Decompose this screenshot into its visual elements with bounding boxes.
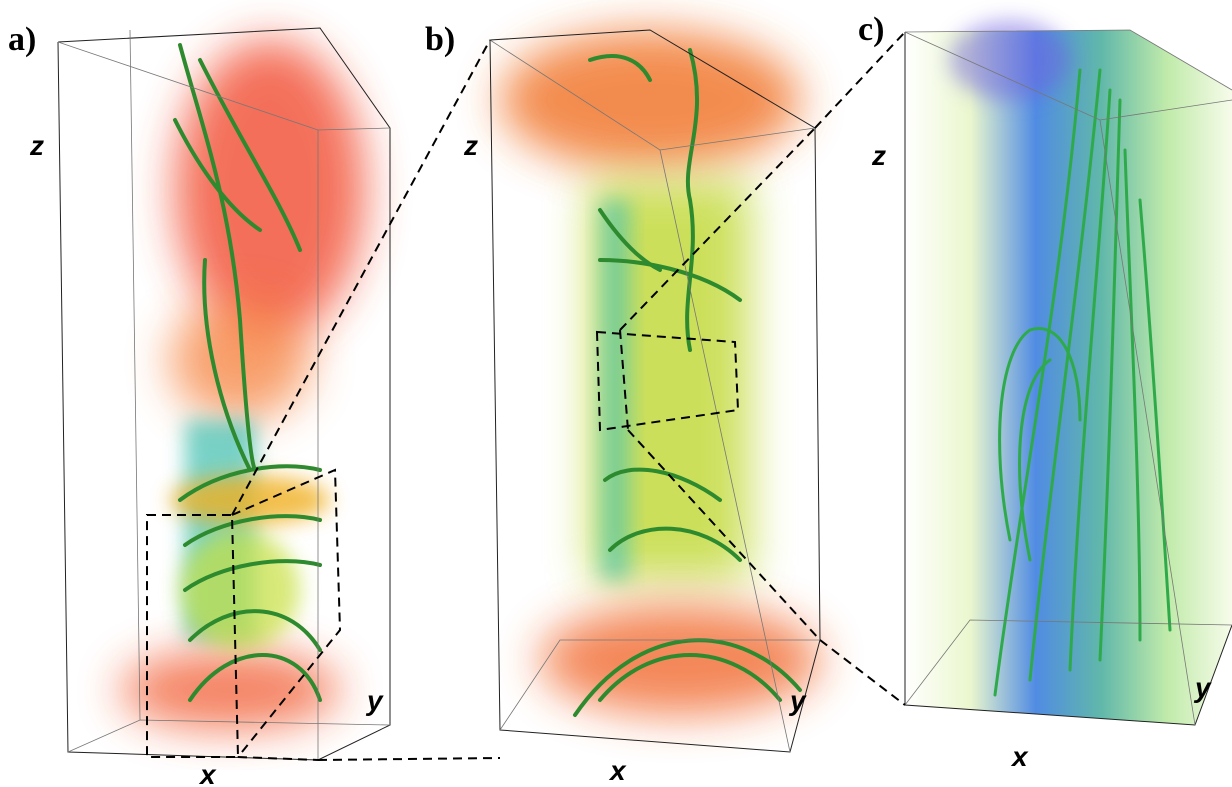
z-axis-label: z: [29, 130, 44, 161]
z-axis-label: z: [871, 140, 886, 171]
y-axis-label: y: [365, 685, 384, 716]
panel-c-volume: [905, 20, 1232, 725]
x-axis-label: x: [1010, 741, 1029, 772]
y-axis-label: y: [788, 685, 807, 716]
y-axis-label: y: [1193, 672, 1212, 703]
panel-label: a): [8, 21, 36, 58]
x-axis-label: x: [198, 759, 217, 787]
panel-b-volume: [500, 30, 820, 715]
panel-label: b): [425, 21, 455, 58]
x-axis-label: x: [608, 755, 627, 786]
panel-a-volume: [120, 40, 365, 730]
figure: a) b) c) z z z y y y x x x: [0, 0, 1232, 787]
z-axis-label: z: [463, 130, 478, 161]
panel-label: c): [858, 11, 884, 48]
